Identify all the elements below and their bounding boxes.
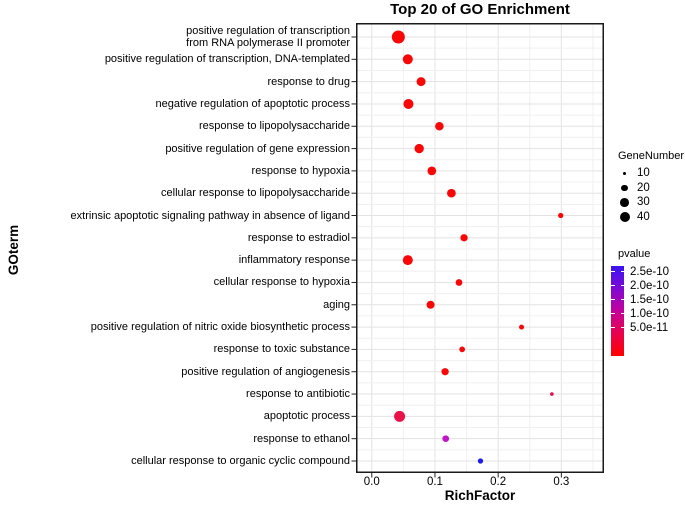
y-axis-label: positive regulation of transcription, DN… — [104, 53, 350, 66]
y-axis-label: apoptotic process — [263, 410, 350, 423]
colorbar-tick-mark — [611, 312, 615, 315]
y-axis-label: response to drug — [267, 75, 350, 88]
y-axis-label: response to ethanol — [253, 432, 350, 445]
colorbar-tick-mark — [611, 298, 615, 301]
data-point — [442, 435, 450, 443]
data-point — [435, 122, 444, 131]
y-axis-label: cellular response to lipopolysaccharide — [161, 187, 350, 200]
legend-size-item: 40 — [611, 210, 684, 225]
y-axis-title: GOterm — [6, 224, 21, 276]
x-axis-tick-label: 0.3 — [553, 476, 570, 488]
legend-gene-number-items: 10 20 30 40 — [611, 166, 684, 224]
legend-size-dot-icon — [618, 167, 631, 180]
legend-gene-number-title: GeneNumber — [618, 150, 685, 162]
chart-title: Top 20 of GO Enrichment — [390, 1, 570, 18]
y-axis-label: response to lipopolysaccharide — [198, 120, 350, 133]
colorbar-tick-label: 2.5e-10 — [630, 265, 670, 278]
colorbar-tick-label: 2.0e-10 — [630, 279, 670, 292]
plot-panel — [351, 23, 604, 478]
y-axis-label: response to estradiol — [247, 231, 350, 244]
legend-size-label: 20 — [637, 181, 650, 194]
legend-gene-number: GeneNumber 10 20 30 40 — [611, 150, 684, 224]
legend-size-dot-icon — [618, 211, 631, 224]
y-axis-label: positive regulation of gene expression — [165, 142, 350, 155]
data-point — [455, 279, 463, 286]
colorbar-tick-mark — [620, 326, 624, 329]
panel-border — [356, 23, 604, 473]
data-point — [394, 410, 406, 422]
x-axis-tick-label: 0.0 — [363, 476, 380, 488]
dot-icon — [621, 184, 628, 192]
dot-icon — [622, 171, 627, 176]
y-axis-label: inflammatory response — [238, 254, 350, 267]
data-point — [403, 98, 414, 109]
dot-icon — [619, 212, 630, 223]
colorbar-tick-label: 1.0e-10 — [630, 307, 670, 320]
data-point — [519, 324, 525, 330]
data-point — [402, 255, 413, 266]
data-point — [416, 77, 426, 87]
legend-size-item: 30 — [611, 195, 684, 210]
y-axis-label: cellular response to organic cyclic comp… — [131, 454, 350, 467]
colorbar-tick-mark — [620, 284, 624, 287]
legend-size-item: 10 — [611, 166, 684, 181]
x-axis-tick-label: 0.1 — [426, 476, 443, 488]
colorbar-tick-mark — [620, 298, 624, 301]
colorbar-tick-mark — [611, 284, 615, 287]
legend-size-label: 10 — [637, 167, 650, 180]
data-point — [477, 458, 484, 464]
colorbar-tick-label: 5.0e-11 — [630, 321, 669, 334]
data-point — [402, 54, 413, 65]
data-point — [414, 143, 424, 154]
legend-size-dot-icon — [618, 196, 631, 209]
x-axis-tick-label: 0.2 — [490, 476, 507, 488]
y-axis-label: negative regulation of apoptotic process — [155, 97, 350, 110]
legend-pvalue: pvalue 2.5e-10 2.0e-10 1.5e-10 1.0e-10 5.0e-… — [611, 248, 669, 356]
colorbar-tick-mark — [611, 326, 615, 329]
y-axis-label: response to antibiotic — [246, 388, 350, 401]
y-axis-label: aging — [323, 298, 350, 311]
y-axis-label: response to toxic substance — [213, 343, 350, 356]
legend-pvalue-title: pvalue — [618, 248, 651, 260]
y-axis-label: cellular response to hypoxia — [213, 276, 350, 289]
legend-size-item: 20 — [611, 181, 684, 196]
data-point — [447, 188, 456, 198]
y-axis-label: positive regulation of transcription fro… — [186, 24, 350, 49]
y-axis-label: extrinsic apoptotic signaling pathway in… — [70, 209, 350, 222]
y-axis-label: positive regulation of nitric oxide bios… — [90, 321, 350, 334]
dot-icon — [620, 198, 629, 207]
pvalue-gradient-bar — [611, 266, 624, 356]
legend-size-label: 30 — [637, 196, 650, 209]
legend-size-label: 40 — [637, 211, 650, 224]
y-axis-label: response to hypoxia — [251, 164, 350, 177]
x-axis-title: RichFactor — [444, 488, 516, 503]
colorbar-tick-mark — [611, 270, 615, 273]
data-point — [558, 212, 564, 219]
y-axis-label: positive regulation of angiogenesis — [181, 365, 350, 378]
colorbar-tick-mark — [620, 312, 624, 315]
data-point — [459, 346, 466, 353]
data-point — [426, 300, 435, 309]
data-point — [441, 368, 449, 376]
colorbar-tick-mark — [620, 270, 624, 273]
data-point — [550, 392, 554, 396]
data-point — [427, 166, 437, 176]
legend-size-dot-icon — [618, 181, 631, 194]
data-point — [391, 30, 405, 44]
data-point — [460, 234, 468, 242]
colorbar-tick-label: 1.5e-10 — [630, 293, 670, 306]
